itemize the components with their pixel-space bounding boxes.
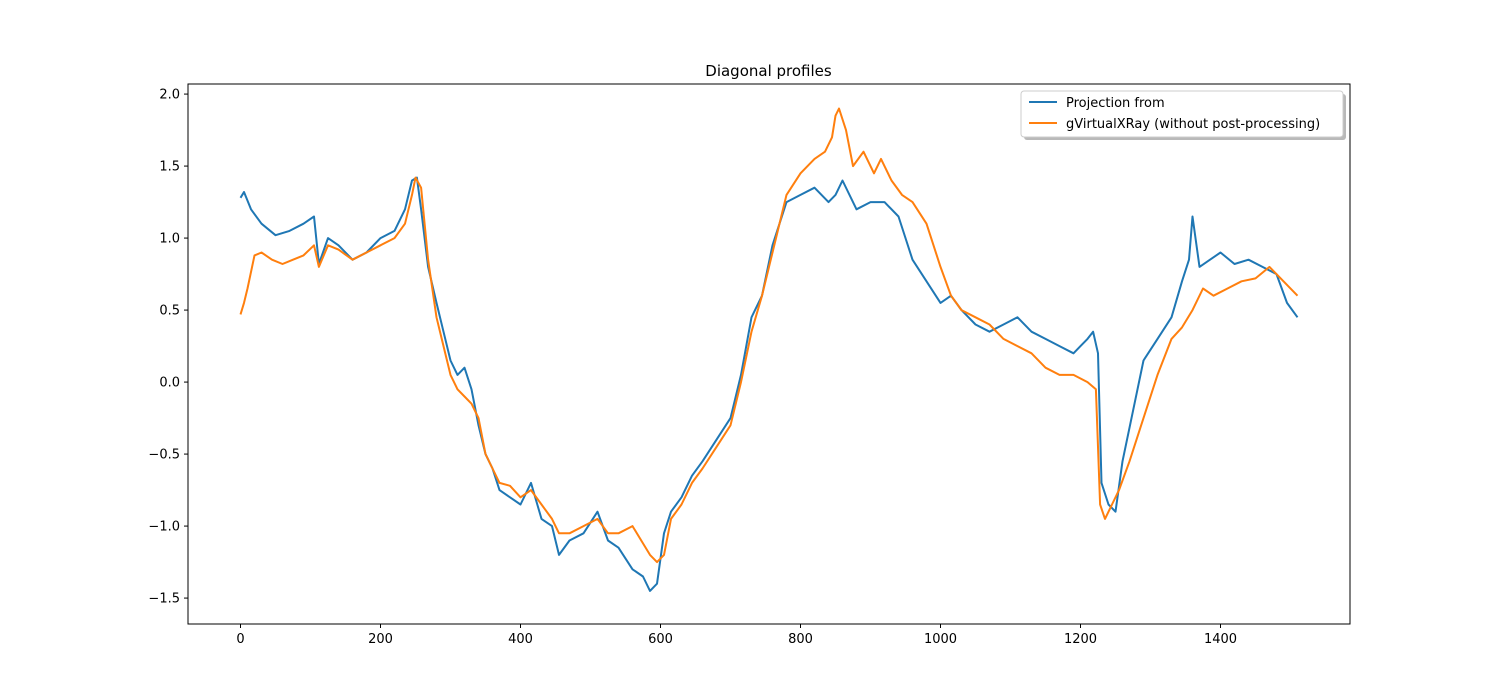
- x-tick-label: 600: [648, 632, 673, 647]
- legend-box: [1020, 90, 1344, 138]
- y-tick-label: −0.5: [148, 448, 180, 463]
- y-tick-label: 2.0: [159, 88, 180, 103]
- x-axis: 0 200 400 600 800 1000 1200 1400: [236, 624, 1237, 647]
- series-line-gvxr: [239, 107, 1299, 564]
- plot-area: [187, 83, 1351, 625]
- y-tick-label: −1.5: [148, 592, 180, 607]
- x-tick-label: 1000: [924, 632, 957, 647]
- y-tick-label: 0.5: [159, 304, 180, 319]
- x-tick-label: 400: [508, 632, 533, 647]
- legend-label-projection: Projection from: [1066, 96, 1165, 111]
- x-tick-label: 800: [788, 632, 813, 647]
- x-tick-label: 0: [236, 632, 244, 647]
- legend-label-gvxr: gVirtualXRay (without post-processing): [1066, 117, 1320, 132]
- y-tick-label: −1.0: [148, 520, 180, 535]
- x-tick-label: 1200: [1064, 632, 1097, 647]
- chart-title: Diagonal profiles: [705, 62, 832, 80]
- y-axis: −1.5 −1.0 −0.5 0.0 0.5 1.0 1.5 2.0: [148, 88, 188, 607]
- legend: Projection from gVirtualXRay (without po…: [1020, 90, 1346, 140]
- series-layer: [239, 107, 1299, 592]
- y-tick-label: 1.5: [159, 160, 180, 175]
- y-tick-label: 0.0: [159, 376, 180, 391]
- series-line-projection: [239, 176, 1299, 592]
- y-tick-label: 1.0: [159, 232, 180, 247]
- axes-frame: [187, 83, 1351, 625]
- x-tick-label: 1400: [1204, 632, 1237, 647]
- x-tick-label: 200: [368, 632, 393, 647]
